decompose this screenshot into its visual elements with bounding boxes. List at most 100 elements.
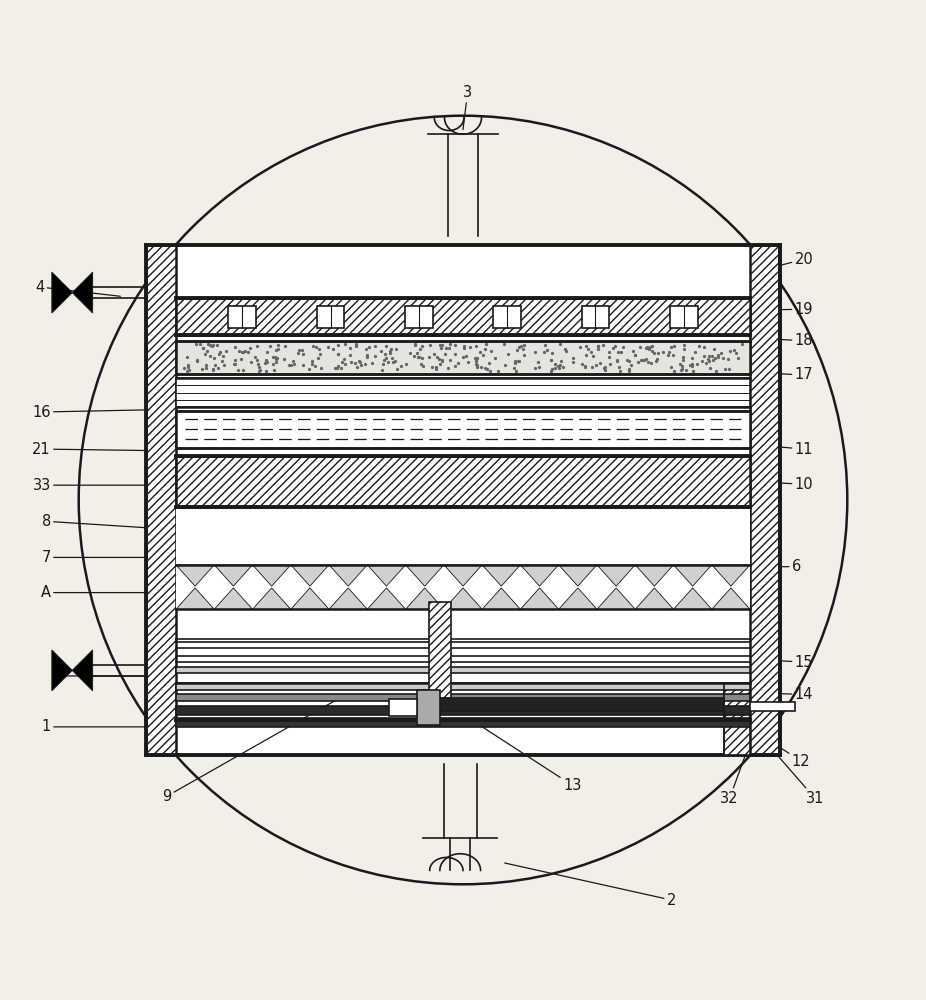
Point [407,348,421,364]
Point [378,350,393,366]
Point [684,356,699,372]
Point [309,339,324,355]
Point [552,336,567,352]
Point [602,349,617,365]
Point [474,359,489,375]
Point [537,337,552,353]
Point [727,342,742,358]
Point [609,353,624,369]
Point [469,350,484,366]
Point [696,339,711,355]
Bar [750,245,780,755]
Point [203,348,218,364]
Point [235,362,250,378]
Point [383,343,398,359]
Point [667,338,682,354]
Point [432,337,447,353]
Text: 31: 31 [770,747,824,806]
Point [721,361,736,377]
Point [619,352,634,368]
Text: 6: 6 [750,559,801,574]
Point [540,342,555,358]
Point [641,354,656,370]
Point [635,352,650,368]
Polygon shape [214,588,253,609]
Point [443,352,457,368]
Point [286,356,301,372]
Text: 33: 33 [32,478,176,493]
Point [408,336,423,352]
Point [677,341,692,357]
Polygon shape [712,588,750,609]
Point [311,341,326,357]
Bar [724,683,750,755]
Text: 9: 9 [162,696,343,804]
Text: 20: 20 [750,252,813,273]
Point [193,336,207,352]
Point [199,357,214,373]
Point [241,344,256,360]
Point [550,358,565,374]
Bar [429,602,451,698]
Point [331,346,345,362]
Point [613,344,628,360]
Point [690,356,705,372]
Point [574,356,589,372]
Point [343,347,357,363]
Bar [176,378,750,407]
Text: 5: 5 [54,668,146,683]
Point [189,336,204,352]
Bar [176,507,750,565]
Point [544,352,558,368]
Point [552,360,567,376]
Point [517,347,532,363]
Point [643,339,657,355]
Point [337,351,352,367]
Point [710,347,725,363]
Point [468,350,482,366]
Point [457,340,471,356]
Point [682,357,697,373]
Point [675,358,690,374]
Point [718,361,732,377]
Text: 3: 3 [463,85,472,130]
Point [679,362,694,378]
Point [645,338,660,354]
Point [333,360,348,376]
Point [735,336,750,352]
Text: 7: 7 [42,550,176,565]
Point [349,336,364,352]
Point [231,362,245,378]
Point [590,341,605,357]
Text: 19: 19 [750,302,813,317]
Point [270,337,285,353]
Bar [582,306,609,328]
Point [593,355,607,371]
Point [394,358,408,374]
Point [632,339,647,355]
Point [181,362,196,378]
Point [301,361,316,377]
Point [365,355,380,371]
Point [433,340,448,356]
Bar [176,706,750,715]
Point [330,360,344,376]
Point [544,361,559,377]
Point [447,358,462,374]
Point [565,354,580,370]
Polygon shape [712,565,750,586]
Point [207,350,222,366]
Point [469,359,484,375]
Point [384,350,399,366]
Point [639,351,654,367]
Point [432,351,446,367]
Point [638,340,653,356]
Point [219,343,233,359]
Point [376,356,391,372]
Point [423,337,438,353]
Point [428,361,443,377]
Point [211,346,226,362]
Text: 1: 1 [42,719,146,734]
Bar [176,694,750,701]
Text: 2: 2 [505,863,676,908]
